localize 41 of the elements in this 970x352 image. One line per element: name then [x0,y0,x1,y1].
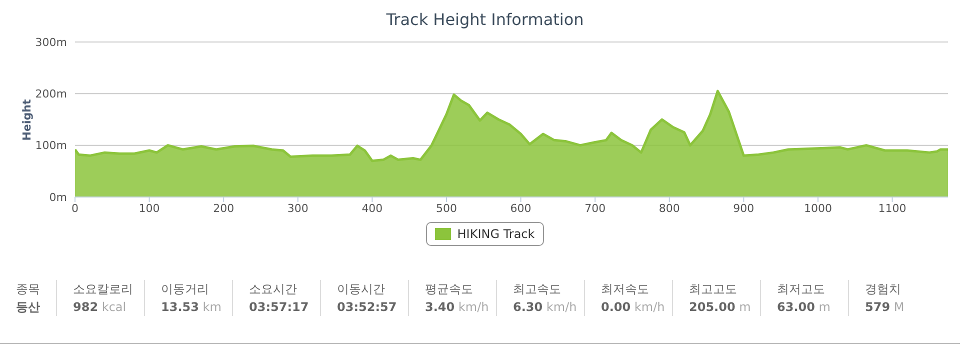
text: 579 M [865,300,904,314]
x-tick-label: 900 [733,202,754,215]
y-axis-title: Height [20,99,34,141]
category-label: 평균속도 [425,281,474,298]
text: 등산 [16,300,40,314]
legend-label: HIKING Track [457,227,535,241]
y-tick-label: 0m [49,190,67,204]
text: 3.40 km/h [425,300,489,314]
category-label: 종목 [16,281,41,298]
chart-title: Track Height Information [385,10,585,29]
x-tick-label: 0 [72,202,78,215]
y-tick-label: 200m [35,88,67,101]
category-label: 최고고도 [689,281,738,298]
text: 63.00 m [777,300,830,314]
category-label: 최고속도 [513,281,562,298]
category-label: 이동시간 [337,281,386,298]
x-tick-label: 400 [362,202,383,215]
text: 0.00 km/h [601,300,665,314]
x-tick-label: 700 [584,202,606,215]
x-tick-label: 600 [510,202,532,215]
y-tick-label: 100m [35,139,67,152]
x-tick-label: 100 [138,202,160,215]
text: 03:52:57 [337,300,397,314]
x-tick-label: 1000 [804,202,832,215]
category-label: 소요칼로리 [73,281,134,298]
x-tick-label: 200 [213,202,234,215]
text: 03:57:17 [249,300,309,314]
x-tick-label: 300 [287,202,308,215]
text: 6.30 km/h [513,300,577,314]
category-label: 최저고도 [777,281,826,298]
category-label: 소요시간 [249,281,298,298]
x-tick-label: 800 [658,202,680,215]
category-label: 이동거리 [161,281,210,298]
x-tick-label: 1100 [878,202,906,215]
y-tick-label: 300m [35,36,67,49]
category-label: 최저속도 [601,281,650,298]
x-tick-label: 500 [436,202,457,215]
text: 13.53 km [161,300,222,314]
text: 982 kcal [73,300,126,314]
category-label: 경험치 [865,281,902,298]
text: 205.00 m [689,300,751,314]
